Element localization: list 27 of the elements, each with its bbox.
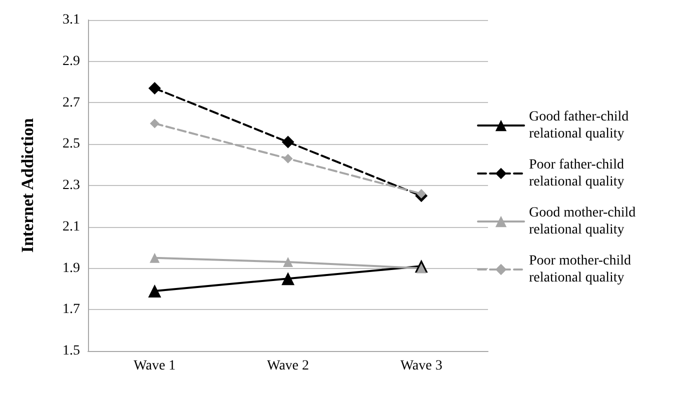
point <box>283 257 293 268</box>
point <box>148 284 162 298</box>
legend-label: Poor mother-child relational quality <box>529 254 634 286</box>
y-tick-label: 2.9 <box>62 54 80 69</box>
y-tick-label: 2.5 <box>62 136 80 152</box>
y-tick-label: 1.7 <box>62 302 80 318</box>
point <box>282 272 294 286</box>
point <box>150 118 160 128</box>
x-tick-label: Wave 1 <box>134 358 176 374</box>
point <box>282 136 294 148</box>
point <box>416 263 426 274</box>
y-tick-label: 2.1 <box>62 219 80 234</box>
x-tick-label: Wave 2 <box>266 358 310 374</box>
y-tick-label: 1.5 <box>62 344 80 358</box>
y-tick-label: 3.1 <box>62 12 80 28</box>
legend-label: Poor father-child relational quality <box>529 158 628 190</box>
y-tick-label: 1.9 <box>62 260 80 276</box>
y-tick-label: 2.3 <box>62 178 80 193</box>
x-tick-label: Wave 3 <box>400 358 442 374</box>
point <box>148 82 161 95</box>
y-axis-title: Internet Addiction <box>18 118 37 253</box>
y-tick-label: 2.7 <box>62 95 80 110</box>
legend-label: Good father-child relational quality <box>529 110 632 142</box>
point <box>416 189 426 199</box>
point <box>150 252 160 263</box>
point <box>283 154 293 164</box>
legend-label: Good mother-child relational quality <box>529 206 640 238</box>
